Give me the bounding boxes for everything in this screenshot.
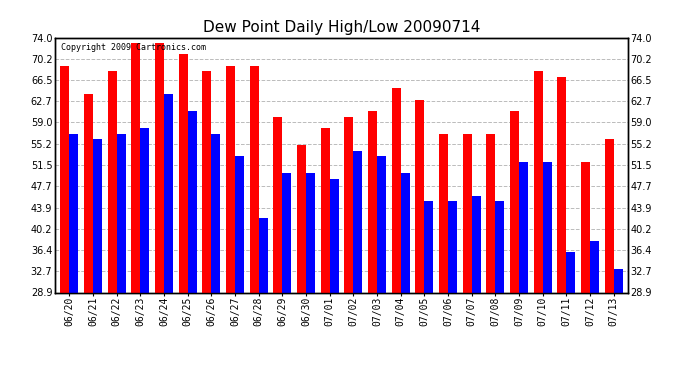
Bar [533,71,543,292]
Bar [235,156,244,292]
Title: Dew Point Daily High/Low 20090714: Dew Point Daily High/Low 20090714 [203,20,480,35]
Bar [590,241,599,292]
Bar [93,139,102,292]
Bar [188,111,197,292]
Bar [164,94,173,292]
Bar [108,71,117,292]
Bar [117,134,126,292]
Bar [558,77,566,292]
Bar [519,162,528,292]
Bar [282,173,291,292]
Bar [155,43,164,292]
Bar [543,162,552,292]
Bar [472,196,481,292]
Bar [353,151,362,292]
Bar [439,134,448,292]
Text: Copyright 2009 Cartronics.com: Copyright 2009 Cartronics.com [61,43,206,52]
Bar [495,201,504,292]
Bar [321,128,330,292]
Bar [306,173,315,292]
Bar [273,117,282,292]
Bar [486,134,495,292]
Bar [297,145,306,292]
Bar [259,218,268,292]
Bar [330,179,339,292]
Bar [131,43,140,292]
Bar [510,111,519,292]
Bar [401,173,410,292]
Bar [140,128,150,292]
Bar [377,156,386,292]
Bar [424,201,433,292]
Bar [566,252,575,292]
Bar [211,134,220,292]
Bar [202,71,211,292]
Bar [415,100,424,292]
Bar [70,134,79,292]
Bar [604,139,613,292]
Bar [61,66,70,292]
Bar [463,134,472,292]
Bar [613,269,622,292]
Bar [448,201,457,292]
Bar [250,66,259,292]
Bar [84,94,93,292]
Bar [392,88,401,292]
Bar [368,111,377,292]
Bar [344,117,353,292]
Bar [226,66,235,292]
Bar [581,162,590,292]
Bar [179,54,188,292]
